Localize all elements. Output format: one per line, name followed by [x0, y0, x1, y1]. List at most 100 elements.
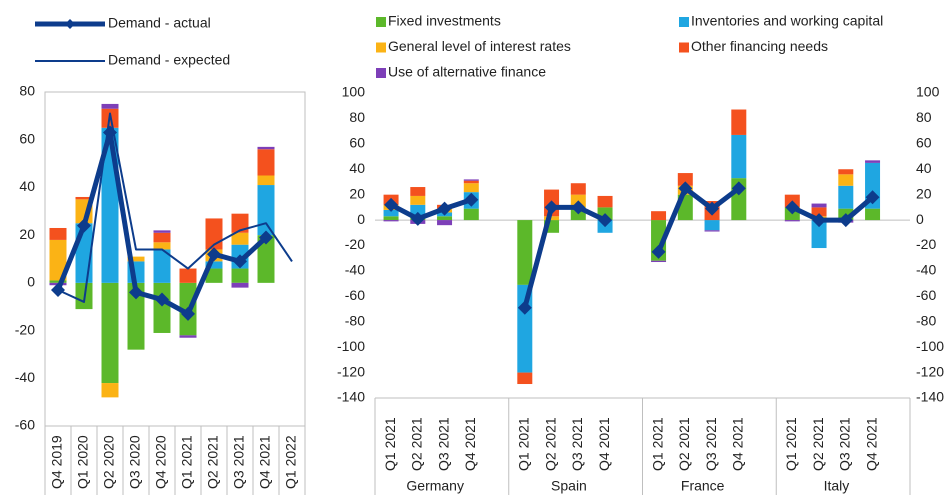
y-tick-label: 80: [19, 83, 35, 99]
y-tick-label: -20: [15, 321, 35, 337]
x-tick-label: Q3 2021: [435, 417, 451, 471]
bar-segment: [463, 179, 479, 181]
line: [57, 112, 293, 303]
line-marker: [705, 201, 720, 216]
bar-segment: [731, 134, 747, 179]
y-tick-label: -60: [345, 287, 365, 303]
bar-segment: [410, 204, 426, 217]
y-tick-label: -80: [345, 312, 365, 328]
bar-segment: [257, 185, 275, 236]
legend-label: Demand - expected: [108, 52, 230, 68]
bar-segment: [179, 335, 197, 338]
x-tick-label: Q4 2021: [257, 435, 273, 489]
bar-segment: [101, 282, 119, 384]
y-tick-label: 0: [27, 274, 35, 290]
line-marker: [544, 200, 559, 215]
bar-segment: [153, 242, 171, 250]
line: [522, 204, 607, 309]
bar-segment: [517, 372, 533, 385]
bar-segment: [410, 195, 426, 205]
bar-segment: [257, 146, 275, 150]
bar-segment: [153, 249, 171, 283]
bar-segment: [231, 268, 249, 283]
y-tick-label: -20: [345, 236, 365, 252]
bar-segment: [205, 268, 223, 283]
line: [791, 195, 875, 223]
bar-segment: [463, 180, 479, 184]
bar-segment: [811, 207, 827, 217]
group-label: France: [681, 478, 725, 494]
y-tick-label: -100: [916, 338, 944, 354]
x-tick-label: Q4 2020: [153, 435, 169, 489]
bar-segment: [437, 220, 453, 226]
bar-segment: [784, 220, 800, 222]
legend-label: Fixed investments: [388, 13, 501, 29]
x-tick-label: Q2 2021: [676, 417, 692, 471]
y-tick-label: -140: [337, 389, 365, 405]
line-marker: [731, 181, 746, 196]
x-tick-label: Q1 2021: [516, 417, 532, 471]
y-tick-label: 20: [916, 185, 932, 201]
legend-label: General level of interest rates: [388, 38, 571, 54]
y-tick-label: 100: [916, 84, 940, 100]
x-tick-label: Q3 2020: [127, 435, 143, 489]
line-marker: [77, 218, 91, 233]
y-tick-label: -60: [916, 287, 936, 303]
y-tick-label: 20: [349, 185, 365, 201]
bar-segment: [517, 284, 533, 373]
x-tick-label: Q2 2021: [542, 417, 558, 471]
y-tick-label: -40: [345, 262, 365, 278]
bar-segment: [127, 282, 145, 350]
bar-segment: [153, 232, 171, 243]
legend-label: Other financing needs: [691, 38, 828, 54]
y-tick-label: -120: [916, 363, 944, 379]
bar-segment: [231, 232, 249, 245]
x-tick-label: Q4 2021: [730, 417, 746, 471]
bar-segment: [179, 268, 197, 283]
bar-segment: [257, 149, 275, 176]
y-tick-label: -100: [337, 338, 365, 354]
y-tick-label: -20: [916, 236, 936, 252]
y-tick-label: 20: [19, 226, 35, 242]
bar-segment: [383, 209, 399, 217]
group-label: Spain: [551, 478, 587, 494]
bar-segment: [437, 216, 453, 221]
line-marker: [207, 247, 221, 262]
bar-segment: [463, 183, 479, 193]
bar-segment: [865, 208, 881, 221]
legend-swatch: [376, 17, 386, 27]
bar-segment: [49, 239, 67, 281]
y-tick-label: 60: [19, 130, 35, 146]
bar-segment: [410, 187, 426, 196]
x-tick-label: Q4 2021: [863, 417, 879, 471]
y-tick-label: -60: [15, 417, 35, 433]
bar-segment: [463, 208, 479, 221]
x-tick-label: Q3 2021: [837, 417, 853, 471]
x-tick-label: Q1 2021: [783, 417, 799, 471]
y-tick-label: 40: [19, 178, 35, 194]
group-label: Germany: [406, 478, 464, 494]
legend-label: Demand - actual: [108, 15, 211, 31]
legend-marker: [65, 19, 75, 29]
bar-segment: [153, 282, 171, 333]
line-marker: [517, 300, 532, 315]
bar-segment: [383, 216, 399, 221]
line-marker: [259, 230, 273, 245]
x-tick-label: Q1 2022: [283, 435, 299, 489]
bar-segment: [101, 383, 119, 398]
x-tick-label: Q2 2020: [101, 435, 117, 489]
bar-segment: [205, 261, 223, 269]
x-tick-label: Q1 2021: [649, 417, 665, 471]
x-tick-label: Q3 2021: [703, 417, 719, 471]
line-marker: [838, 213, 853, 228]
line-marker: [384, 197, 399, 212]
x-tick-label: Q1 2021: [382, 417, 398, 471]
x-tick-label: Q3 2021: [569, 417, 585, 471]
x-tick-label: Q4 2021: [462, 417, 478, 471]
bar-segment: [153, 230, 171, 233]
line-marker: [651, 244, 666, 259]
bar-segment: [651, 211, 667, 221]
y-tick-label: -120: [337, 363, 365, 379]
bar-segment: [544, 216, 560, 221]
y-tick-label: 0: [357, 211, 365, 227]
